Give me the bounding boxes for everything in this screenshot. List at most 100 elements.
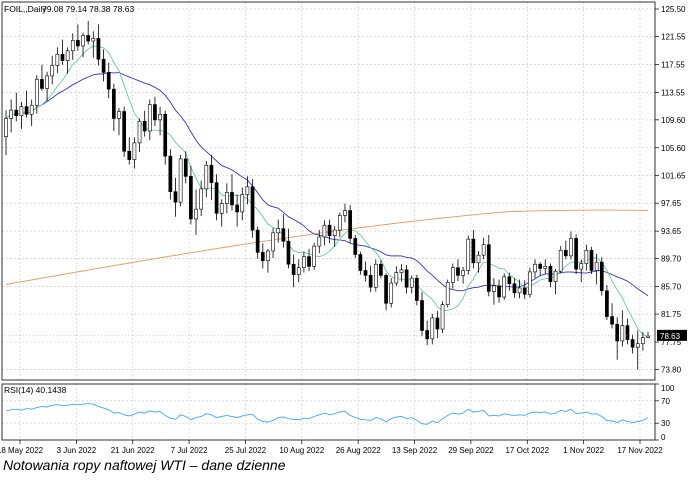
candle-bear — [538, 263, 542, 269]
x-tick-label: 7 Jul 2022 — [171, 446, 208, 455]
candle-bear — [60, 54, 65, 61]
ohlc-readout: 79.08 79.14 78.38 78.63 — [42, 4, 134, 14]
x-tick-label: 25 Jul 2022 — [225, 446, 267, 455]
x-tick-label: 21 Jun 2022 — [111, 446, 156, 455]
candle-bear — [153, 104, 157, 121]
candle-bull — [558, 249, 563, 272]
candle-bull — [132, 142, 137, 160]
candle-bear — [404, 269, 409, 288]
candle-bear — [230, 192, 234, 206]
last-price-box — [657, 329, 687, 341]
candle-bull — [137, 120, 142, 144]
candle-bull — [430, 317, 435, 340]
candle-bull — [34, 79, 39, 106]
y-tick-label: 109.60 — [661, 116, 686, 125]
y-tick-label: 73.80 — [661, 366, 682, 375]
last-price-label: 78.63 — [660, 332, 681, 341]
candle-bull — [194, 208, 198, 220]
candle-bull — [517, 287, 522, 294]
candle-bear — [471, 238, 476, 264]
candle-bull — [481, 244, 486, 256]
candle-bull — [266, 250, 270, 262]
rsi-tick-label: 0 — [661, 433, 666, 442]
candle-bull — [65, 50, 70, 61]
candle-bull — [4, 118, 8, 137]
candle-bull — [461, 270, 465, 276]
candle-bull — [147, 104, 152, 132]
y-tick-label: 89.70 — [661, 255, 682, 264]
candle-bear — [625, 325, 630, 340]
candle-bull — [466, 238, 471, 271]
candle-bear — [96, 37, 101, 60]
candle-bear — [281, 228, 286, 242]
rsi-tick-label: 30 — [661, 419, 670, 428]
candle-bull — [219, 203, 224, 214]
candle-bear — [630, 339, 635, 348]
candle-bull — [245, 186, 250, 195]
candle-bear — [348, 210, 352, 239]
candle-bear — [214, 182, 219, 214]
candle-bull — [569, 238, 573, 257]
candle-bear — [415, 277, 419, 301]
candle-bull — [409, 277, 414, 288]
candle-bull — [553, 270, 558, 282]
candle-bear — [235, 204, 239, 213]
candle-bear — [307, 256, 311, 267]
candle-bull — [646, 335, 650, 338]
candle-bull — [81, 35, 85, 47]
candle-bull — [476, 254, 481, 264]
ma-8-line — [5, 45, 649, 338]
candle-bull — [50, 65, 55, 77]
candle-bull — [9, 109, 13, 119]
candle-bull — [399, 269, 404, 273]
candle-bear — [106, 72, 111, 90]
candle-bear — [497, 285, 501, 298]
candle-bull — [29, 104, 34, 115]
candle-bear — [358, 254, 363, 271]
y-tick-label: 93.65 — [661, 227, 682, 236]
candle-bear — [363, 270, 368, 276]
candle-bear — [286, 240, 291, 265]
candle-bull — [271, 232, 275, 252]
candle-bull — [199, 188, 204, 210]
candle-bull — [394, 272, 399, 284]
y-tick-label: 125.50 — [661, 5, 686, 14]
candle-bear — [101, 58, 106, 73]
candle-bear — [163, 113, 168, 157]
y-tick-label: 97.65 — [661, 199, 682, 208]
x-tick-label: 3 Jun 2022 — [57, 446, 97, 455]
candle-bear — [548, 266, 553, 282]
candle-bull — [117, 111, 121, 119]
y-tick-label: 117.55 — [661, 60, 685, 69]
candle-bull — [312, 245, 317, 267]
candle-bear — [189, 176, 193, 220]
candle-bear — [384, 275, 388, 304]
candle-bull — [528, 271, 532, 295]
candle-bull — [55, 54, 60, 66]
y-tick-label: 121.55 — [661, 33, 686, 42]
ma-long-line — [5, 209, 649, 285]
candle-bull — [337, 215, 342, 231]
candle-bull — [322, 224, 327, 238]
candle-bull — [276, 228, 281, 234]
candle-bear — [255, 229, 260, 253]
candle-bear — [209, 164, 214, 183]
candle-bear — [24, 106, 29, 115]
candle-bear — [14, 109, 19, 116]
rsi-line — [5, 403, 649, 425]
candle-bear — [574, 238, 578, 270]
candle-bull — [445, 282, 450, 305]
x-tick-label: 29 Sep 2022 — [448, 446, 494, 455]
candle-bull — [19, 106, 24, 116]
candle-bear — [168, 155, 173, 192]
y-tick-label: 113.55 — [661, 88, 685, 97]
candle-bull — [440, 304, 445, 330]
y-tick-label: 85.70 — [661, 283, 682, 292]
rsi-tick-label: 70 — [661, 397, 670, 406]
candle-bull — [594, 261, 599, 271]
rsi-tick-label: 100 — [661, 384, 675, 393]
candle-bear — [173, 191, 178, 203]
candle-bull — [543, 266, 548, 269]
candle-bear — [435, 317, 440, 330]
